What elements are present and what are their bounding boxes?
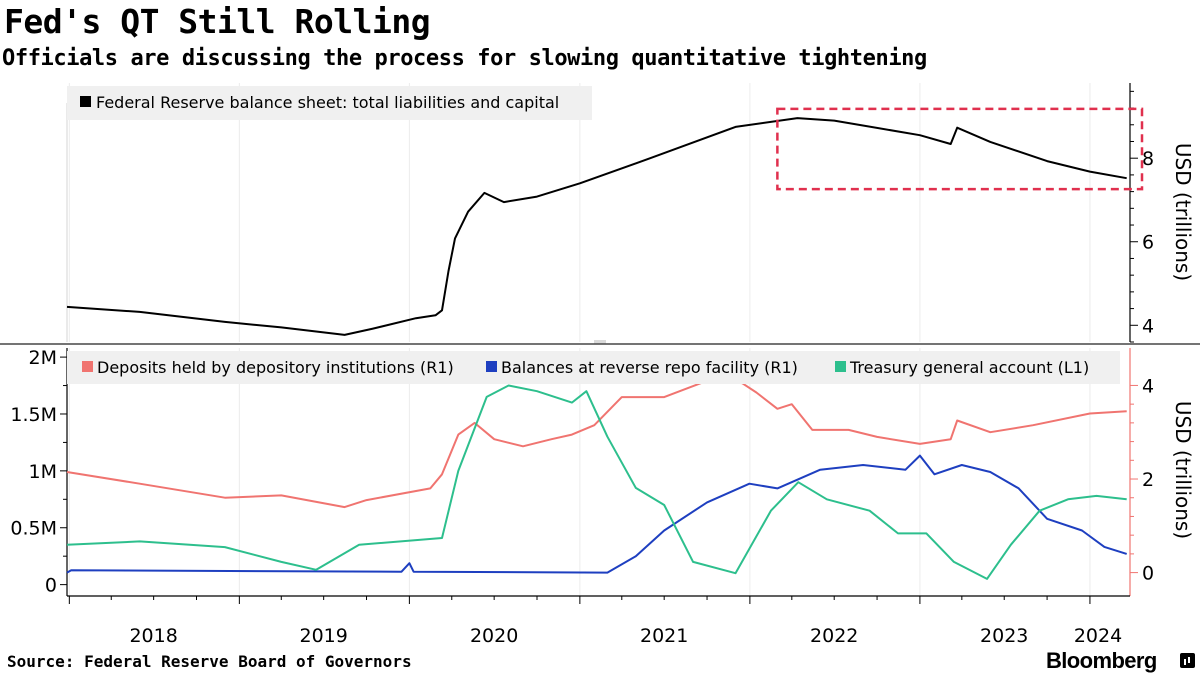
bottom-series-layer — [66, 379, 1127, 580]
legend-label: Federal Reserve balance sheet: total lia… — [96, 93, 559, 112]
left-ytick-label: 1M — [29, 461, 57, 483]
top-legend: Federal Reserve balance sheet: total lia… — [67, 86, 592, 120]
series-line-reverse-repo — [66, 454, 1127, 574]
right-ytick-label: 0 — [1142, 563, 1154, 585]
top-chart-panel: 4 6 8 USD (trillions) Federal Reserve balan… — [66, 83, 1195, 343]
xtick-label: 2022 — [810, 625, 858, 647]
xtick-label: 2024 — [1074, 625, 1122, 647]
highlight-box-layer — [776, 107, 1144, 191]
top-series-layer — [66, 117, 1127, 336]
bottom-legend: Deposits held by depository institutions… — [67, 351, 1120, 384]
xtick-label: 2023 — [980, 625, 1028, 647]
left-ytick-label: 1.5M — [10, 404, 57, 426]
left-ytick-label: 2M — [29, 347, 57, 369]
top-vertical-gridlines — [66, 83, 1091, 342]
bottom-vertical-gridlines — [66, 348, 1091, 596]
legend-label: Treasury general account (L1) — [849, 358, 1089, 377]
highlight-dashed-box — [776, 107, 1144, 191]
bottom-chart-panel: 0 0.5M 1M 1.5M 2M 0 2 4 USD (trillions) Deposit… — [10, 347, 1195, 647]
panel-divider — [0, 340, 1200, 345]
top-ytick-label: 6 — [1142, 232, 1154, 254]
xtick-label: 2018 — [129, 625, 177, 647]
legend-swatch — [835, 361, 846, 372]
bloomberg-logo: Bloomberg — [1046, 648, 1157, 673]
series-line-deposits — [66, 379, 1127, 509]
left-ytick-label: 0.5M — [10, 518, 57, 540]
top-ytick-label: 4 — [1142, 315, 1154, 337]
chart-title: Fed's QT Still Rolling — [4, 2, 431, 41]
chart-subtitle: Officials are discussing the process for… — [2, 46, 927, 71]
bottom-y-axis-title: USD (trillions) — [1171, 401, 1195, 539]
legend-background — [67, 351, 1120, 384]
right-ytick-label: 4 — [1142, 375, 1154, 397]
legend-label: Balances at reverse repo facility (R1) — [501, 358, 798, 377]
bloomberg-terminal-icon — [1180, 653, 1195, 668]
legend-background — [67, 86, 592, 120]
legend-swatch — [486, 361, 497, 372]
legend-swatch — [80, 96, 91, 107]
legend-label: Deposits held by depository institutions… — [97, 358, 454, 377]
top-right-y-axis: 4 6 8 USD (trillions) — [1129, 83, 1195, 343]
xtick-label: 2019 — [299, 625, 347, 647]
bottom-right-y-axis: 0 2 4 USD (trillions) — [1129, 348, 1195, 596]
series-line-tga — [66, 384, 1127, 580]
xtick-label: 2021 — [640, 625, 688, 647]
series-line-balance-sheet — [66, 117, 1127, 336]
xtick-label: 2020 — [470, 625, 518, 647]
top-ytick-label: 8 — [1142, 148, 1154, 170]
bottom-left-y-axis: 0 0.5M 1M 1.5M 2M — [10, 347, 68, 597]
legend-swatch — [82, 361, 93, 372]
top-y-axis-title: USD (trillions) — [1171, 143, 1195, 281]
right-ytick-label: 2 — [1142, 469, 1154, 491]
left-ytick-label: 0 — [45, 575, 57, 597]
x-axis: 2018 2019 2020 2021 2022 2023 2024 — [67, 595, 1130, 647]
source-note: Source: Federal Reserve Board of Governo… — [7, 652, 412, 671]
